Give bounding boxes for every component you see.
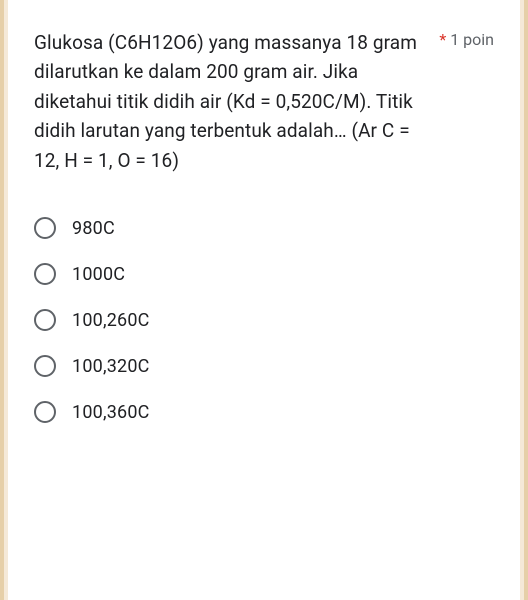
radio-icon [34,355,56,377]
question-text: Glukosa (C6H12O6) yang massanya 18 gram … [34,28,427,175]
option-label: 980C [72,218,115,239]
option-4[interactable]: 100,360C [34,389,494,435]
options-group: 980C 1000C 100,260C 100,320C 100,360C [34,205,494,435]
option-3[interactable]: 100,320C [34,343,494,389]
points-label: 1 poin [450,30,494,49]
radio-icon [34,309,56,331]
option-label: 100,360C [72,402,150,423]
radio-icon [34,401,56,423]
option-label: 100,260C [72,310,150,331]
question-card: Glukosa (C6H12O6) yang massanya 18 gram … [8,0,520,600]
page-edge-right [524,0,528,600]
option-2[interactable]: 100,260C [34,297,494,343]
question-header: Glukosa (C6H12O6) yang massanya 18 gram … [34,28,494,175]
required-asterisk: * [439,30,446,49]
option-1[interactable]: 1000C [34,251,494,297]
option-label: 100,320C [72,356,150,377]
radio-icon [34,217,56,239]
question-points: * 1 poin [439,28,494,49]
radio-icon [34,263,56,285]
option-0[interactable]: 980C [34,205,494,251]
page-edge-left [0,0,4,600]
option-label: 1000C [72,264,125,285]
